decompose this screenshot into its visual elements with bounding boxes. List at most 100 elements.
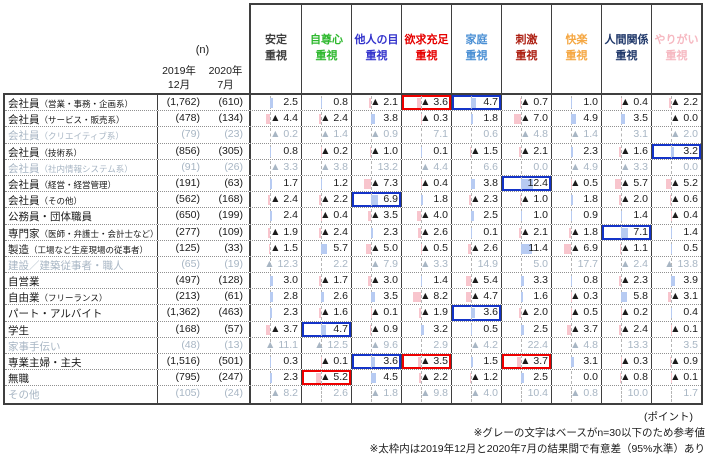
value-text: 17.7 [577,257,598,270]
value-text: ▲ 3.5 [420,355,448,367]
value-text: ▲ 0.4 [620,96,648,108]
zero-axis-line [321,371,322,385]
zero-axis-line [521,355,522,369]
data-cell: ▲ 0.1 [351,305,401,321]
value-text: 3.3 [533,274,548,287]
table-row: 会社員（サービス・販売系） (478) (134) ▲ 4.4 ▲ 2.4 3.8 ▲ 0.… [5,111,701,128]
value-text: 0.6 [483,128,498,141]
value-bar [270,146,271,157]
data-cell: ▲ 7.3 [351,175,401,192]
zero-axis-line [621,338,622,352]
n-2020-07: (168) [206,192,251,208]
gray-text-note: ※グレーの文字はベースがn=30以下のため参考値 [473,426,705,439]
value-text: ▲ 2.6 [470,241,498,254]
zero-axis-line [621,371,622,385]
data-cell: ▲ 0.4 [301,208,351,224]
value-text: 0.4 [683,306,698,319]
data-cell: 2.6 [301,386,351,403]
value-bar [421,195,423,206]
data-cell: 4.7 [451,95,501,111]
data-cell: 3.5 [601,111,651,127]
value-bar [368,98,371,108]
row-label: 会社員（社内情報システム系） [5,159,158,175]
zero-axis-line [270,355,271,369]
data-cell: 1.8 [401,192,451,208]
value-text: ▲ 7.0 [520,112,548,125]
value-bar [268,227,270,238]
data-cell: 5.8 [601,289,651,305]
data-cell: 3.5 [651,337,701,353]
row-label: 専業主婦・主夫 [5,354,158,370]
data-cell: 1.0 [551,95,601,111]
zero-axis-line [421,160,422,174]
value-text: ▲ 9.6 [370,338,398,351]
value-text: 2.3 [283,371,298,384]
value-text: ▲ 0.6 [670,193,698,206]
row-label: 建設／建築従事者・職人 [5,256,158,273]
data-cell: 0.1 [451,224,501,240]
data-cell: ▲ 8.2 [401,289,451,305]
value-bar [671,276,675,287]
data-cell: ▲ 5.7 [601,175,651,192]
zero-axis-line [421,225,422,239]
zero-axis-line [270,225,271,239]
value-text: ▲ 1.5 [470,144,498,157]
value-bar [671,146,675,157]
n-2020-07: (19) [206,256,251,273]
n-2020-07: (247) [206,370,251,386]
n-2019-12: (497) [175,274,200,287]
data-cell: ▲ 0.9 [351,321,401,337]
value-bar [621,114,625,125]
value-text: 0.8 [333,96,348,108]
value-text: 1.5 [483,355,498,367]
zero-axis-line [471,225,472,239]
value-bar [519,308,521,319]
value-text: ▲ 2.0 [620,193,648,206]
data-cell: ▲ 0.5 [401,240,451,256]
zero-axis-line [621,144,622,158]
value-text: 2.9 [433,338,448,351]
data-grid: 会社員（営業・事務・企画系） (1,762) (610) 2.5 0.8 ▲ 2.1 ▲ 3… [3,93,703,405]
value-text: ▲ 0.5 [420,241,448,254]
value-text: 1.2 [333,176,348,189]
value-bar [571,146,574,157]
data-cell: 0.1 [401,143,451,159]
data-cell: 3.5 [351,289,401,305]
data-cell: ▲ 0.4 [401,175,451,192]
value-text: ▲ 0.2 [620,306,648,319]
n-2019-12: (79) [181,128,200,141]
data-cell: 3.1 [601,127,651,143]
zero-axis-line [421,257,422,272]
data-cell: ▲ 0.4 [601,95,651,111]
zero-axis-line [421,241,422,255]
data-cell: ▲ 3.8 [301,159,351,175]
value-bar [520,195,521,206]
value-bar [570,178,571,189]
zero-axis-line [671,193,672,207]
data-cell: ▲ 4.0 [451,386,501,403]
zero-axis-line [471,144,472,158]
data-cell: 1.8 [551,192,601,208]
zero-axis-line [421,387,422,402]
value-text: 2.3 [583,144,598,157]
data-cell: ▲ 0.9 [351,127,401,143]
value-bar [371,195,378,206]
value-text: ▲ 1.7 [320,274,348,287]
data-cell: ▲ 5.2 [301,370,351,386]
value-text: ▲ 1.9 [420,306,448,319]
value-text: ▲ 6.9 [570,241,598,254]
value-bar [671,227,673,238]
value-bar [266,324,270,335]
data-cell: ▲ 4.9 [551,159,601,175]
data-cell: ▲ 0.8 [601,370,651,386]
value-text: 2.3 [383,225,398,238]
value-text: ▲ 0.4 [320,209,348,222]
row-label: 無職 [5,370,158,386]
table-header: (n) 2019年 12月 2020年 7月 安定 重視 自尊心 重視 他人の目 重… [5,3,715,93]
value-text: 0.1 [483,225,498,238]
value-bar [670,195,671,206]
value-text: ▲ 2.2 [320,193,348,206]
data-cell: ▲ 2.4 [251,192,301,207]
value-bar [621,227,629,238]
